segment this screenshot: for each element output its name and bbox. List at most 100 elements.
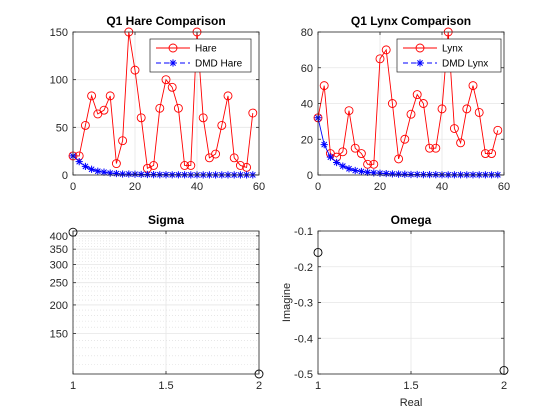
y-tick-label: -0.5 (294, 369, 313, 381)
y-axis-label: Imagine (281, 283, 293, 322)
data-point (326, 153, 334, 161)
data-point (111, 159, 121, 169)
x-tick-label: 20 (374, 181, 386, 193)
y-tick-label: 20 (301, 134, 313, 146)
x-tick-label: 0 (70, 181, 76, 193)
axes-omega: 1 1.5 2 -0.5 -0.4 -0.3 -0.2 -0.1 Omega Real Imagin… (281, 213, 509, 409)
data-point (394, 154, 404, 164)
data-point (137, 170, 145, 179)
data-point (363, 159, 373, 169)
data-point (186, 161, 196, 170)
data-point (81, 162, 89, 171)
data-point (105, 91, 115, 101)
data-point (437, 104, 447, 114)
legend-entry: DMD Lynx (442, 59, 488, 70)
x-tick-label: 40 (191, 181, 203, 193)
data-point (356, 149, 366, 159)
data-point (198, 113, 208, 123)
data-point (118, 136, 128, 146)
data-point (480, 149, 490, 159)
axes-title: Q1 Lynx Comparison (351, 14, 471, 28)
data-point (364, 168, 372, 176)
x-axis-label: Real (400, 397, 423, 409)
data-point (462, 104, 472, 114)
legend-box (396, 38, 502, 73)
legend-marker (416, 59, 424, 67)
y-tick-label: -0.4 (294, 333, 313, 345)
y-tick-label: 350 (50, 244, 68, 256)
data-point (94, 167, 102, 175)
data-point (407, 170, 415, 179)
series-line (73, 31, 254, 169)
data-point (161, 75, 171, 85)
data-point (88, 165, 96, 173)
axes-lynx: 0 20 40 60 0 20 40 60 80 Q1 Lynx Comparison Lynx DM… (301, 14, 510, 193)
data-point (143, 170, 151, 179)
data-point (248, 108, 258, 118)
x-tick-label: 40 (436, 181, 448, 193)
data-point (223, 91, 233, 101)
data-point (370, 169, 378, 177)
data-point (468, 81, 478, 91)
data-point (382, 169, 390, 178)
axes-hare: 0 20 40 60 0 50 100 150 Q1 Hare Comparison Hare DM… (50, 14, 265, 193)
legend-marker (168, 43, 178, 53)
data-point (413, 170, 421, 179)
data-point (80, 120, 90, 130)
data-point (487, 149, 497, 159)
x-tick-label: 0 (315, 181, 321, 193)
y-tick-label: 150 (50, 329, 68, 341)
data-point (395, 170, 403, 178)
data-point (229, 153, 239, 163)
data-point (369, 159, 379, 169)
data-point (449, 124, 459, 133)
data-point (400, 134, 410, 144)
y-tick-label: 250 (50, 278, 68, 290)
data-point (339, 162, 347, 170)
axes-title: Sigma (148, 213, 184, 227)
data-point (167, 82, 177, 92)
data-point (180, 161, 190, 170)
data-point (357, 167, 365, 176)
data-point (333, 158, 341, 167)
y-tick-label: 0 (307, 170, 313, 182)
data-point (173, 103, 183, 113)
data-point (425, 143, 435, 153)
y-tick-label: -0.2 (294, 262, 313, 274)
y-tick-label: 150 (50, 27, 68, 39)
data-point (319, 81, 329, 91)
data-point (125, 170, 133, 178)
x-tick-label: 2 (256, 380, 262, 392)
data-point (350, 143, 360, 153)
axes-title: Q1 Hare Comparison (106, 14, 225, 28)
data-point (351, 166, 359, 175)
y-tick-label: 60 (301, 63, 313, 75)
data-point (375, 54, 385, 64)
data-point (474, 107, 484, 117)
data-point (401, 170, 409, 178)
data-point (388, 170, 396, 178)
x-tick-label: 2 (501, 380, 507, 392)
data-point (344, 106, 354, 116)
data-point (418, 99, 428, 108)
data-point (320, 141, 328, 149)
y-tick-label: 400 (50, 231, 68, 243)
data-point (406, 109, 416, 119)
data-point (136, 113, 146, 123)
legend-entry: Lynx (442, 44, 463, 55)
x-tick-label: 1 (315, 380, 321, 392)
legend-box (149, 38, 252, 73)
x-tick-label: 60 (253, 181, 265, 193)
y-tick-label: 300 (50, 260, 68, 272)
x-tick-label: 1 (70, 380, 76, 392)
data-point (493, 125, 503, 135)
legend-entry: DMD Hare (195, 59, 243, 70)
y-tick-label: 200 (50, 300, 68, 312)
data-point (130, 65, 140, 75)
data-point (112, 169, 120, 178)
data-point (99, 105, 109, 115)
data-point (211, 149, 221, 159)
data-point (235, 161, 245, 170)
